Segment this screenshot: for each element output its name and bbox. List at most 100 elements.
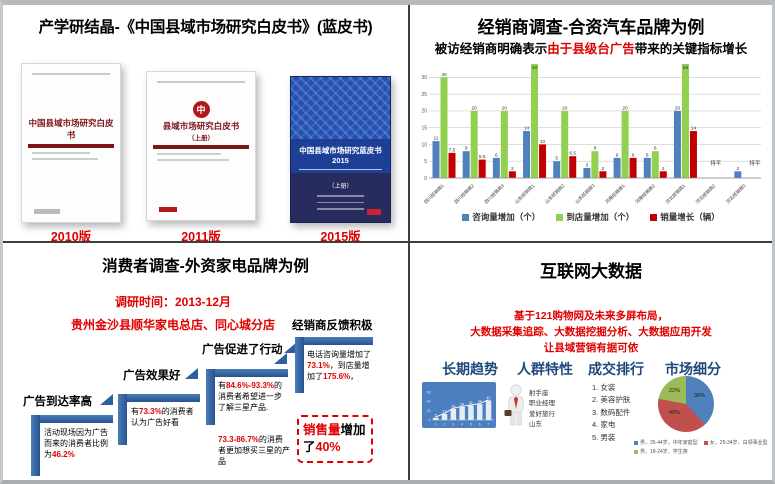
svg-text:0: 0 xyxy=(429,418,431,422)
book-cover-2011: 中 县域市场研究白皮书 （上册） xyxy=(146,71,256,221)
book-decoration xyxy=(153,145,249,149)
book-subtitle: （上册） xyxy=(188,135,214,142)
svg-text:14: 14 xyxy=(524,126,530,132)
svg-text:11: 11 xyxy=(434,136,439,142)
svg-text:河北经销商2: 河北经销商2 xyxy=(694,182,717,205)
step-header: 广告到达率高 xyxy=(23,396,92,408)
page-title: 消费者调查-外资家电品牌为例 xyxy=(102,258,309,275)
chart-subtitle: 被访经销商明确表示由于县级台广告带来的关键指标增长 xyxy=(434,42,748,56)
svg-text:2: 2 xyxy=(511,166,514,172)
pie-slice-label: 40% xyxy=(669,410,681,416)
slide-dealer-survey: 经销商调查-合资汽车品牌为例 被访经销商明确表示由于县级台广告带来的关键指标增长… xyxy=(410,5,772,241)
edition-label-2011: 2011版 xyxy=(181,230,221,241)
book-pattern xyxy=(291,77,390,139)
sales-ranking-list: 1. 女装 2. 美容护肤 3. 数码配件 4. 家电 5. 男装 xyxy=(592,382,630,444)
svg-text:0: 0 xyxy=(424,176,427,182)
step-bar xyxy=(118,394,200,402)
book-decoration xyxy=(28,144,114,148)
svg-text:6: 6 xyxy=(616,152,619,158)
ascend-triangle-icon xyxy=(100,394,113,405)
svg-text:4: 4 xyxy=(461,423,463,427)
book-decoration xyxy=(157,153,221,155)
svg-text:7: 7 xyxy=(488,423,490,427)
svg-text:56: 56 xyxy=(683,65,689,71)
book-title: 中国县域市场研究白皮书 xyxy=(28,118,114,140)
step-bar xyxy=(295,337,373,345)
step-body: 电话咨询量增加了73.1%，到店量增加了175.6%， xyxy=(307,350,371,382)
intro-line: 大数据采集追踪、大数据挖掘分析、大数据应用开发 xyxy=(470,325,712,338)
svg-text:31: 31 xyxy=(469,401,473,405)
list-item: 5. 男装 xyxy=(592,432,616,442)
edition-label-2010: 2010版 xyxy=(50,230,92,241)
publisher-seal-icon: 中 xyxy=(192,101,210,118)
step-bar xyxy=(31,415,40,476)
column-header-segments: 市场细分 xyxy=(665,361,721,377)
svg-text:30: 30 xyxy=(441,72,447,78)
svg-text:20: 20 xyxy=(562,105,568,111)
dealer-bar-chart: 05101520253011307.5四川经销商18205.5四川经销商2620… xyxy=(421,64,761,205)
svg-text:20: 20 xyxy=(421,109,427,115)
svg-text:河北经销商1: 河北经销商1 xyxy=(664,182,687,205)
list-item: 职业经理 xyxy=(529,400,555,408)
svg-text:20: 20 xyxy=(472,105,478,111)
step-header: 广告促进了行动 xyxy=(202,344,283,356)
trend-mini-chart: 0 20 40 60 5 1 13 2 24 3 28 4 31 5 34 6 42 7 xyxy=(422,382,496,428)
step-body: 有73.3%的消费者认为广告好看 xyxy=(131,407,194,428)
book-decoration xyxy=(317,201,364,203)
chart-legend: 咨询量增加（个） 到店量增加（个） 销量增长（辆） xyxy=(410,211,772,223)
svg-text:5: 5 xyxy=(555,156,558,162)
svg-text:20: 20 xyxy=(622,105,628,111)
svg-text:60: 60 xyxy=(427,390,431,394)
svg-text:28: 28 xyxy=(460,403,464,407)
step-bar xyxy=(118,394,127,445)
legend-item: 女，25-34岁，白领事业型 xyxy=(703,439,768,446)
svg-text:6.5: 6.5 xyxy=(569,151,576,157)
list-item: 2. 美容护肤 xyxy=(592,395,631,405)
svg-text:持平: 持平 xyxy=(749,159,761,167)
svg-text:2: 2 xyxy=(736,166,739,172)
bigdata-intro: 基于121购物网及未来多屏布局， 大数据采集追踪、大数据挖掘分析、大数据应用开发… xyxy=(410,309,772,356)
svg-text:8: 8 xyxy=(465,146,468,152)
svg-text:10: 10 xyxy=(421,142,427,148)
svg-text:5: 5 xyxy=(470,423,472,427)
book-decoration xyxy=(157,159,229,161)
svg-text:13: 13 xyxy=(443,410,447,414)
step-body-extra: 73.3-86.7%的消费者更加想买三星的产品 xyxy=(218,435,290,467)
ascend-triangle-icon xyxy=(284,342,297,353)
list-item: 4. 家电 xyxy=(592,420,616,430)
svg-text:20: 20 xyxy=(675,105,681,111)
pie-slice-label: 38% xyxy=(694,393,706,399)
survey-site: 贵州金沙县顺华家电总店、同心城分店 xyxy=(70,318,275,332)
grid-divider-horizontal xyxy=(3,241,772,243)
person-icon xyxy=(504,384,524,426)
book-cover-2010: 中国县域市场研究白皮书 xyxy=(21,63,121,223)
book-decoration xyxy=(32,152,90,154)
book-decoration xyxy=(32,158,98,160)
svg-text:5: 5 xyxy=(435,413,437,417)
column-header-ranking: 成交排行 xyxy=(588,361,644,377)
legend-item: 到店量增加（个） xyxy=(556,211,634,223)
page-title: 经销商调查-合资汽车品牌为例 xyxy=(477,18,705,37)
svg-text:四川经销商1: 四川经销商1 xyxy=(423,182,446,205)
legend-item: 男，18-24岁，学生族 xyxy=(634,448,688,455)
column-header-trend: 长期趋势 xyxy=(442,361,498,377)
svg-text:5: 5 xyxy=(424,159,427,165)
slide-consumer-survey: 消费者调查-外资家电品牌为例 调研时间：2013-12月 贵州金沙县顺华家电总店… xyxy=(3,243,408,480)
svg-text:20: 20 xyxy=(502,105,508,111)
book-title: 中国县域市场研究蓝皮书2015 xyxy=(291,139,390,167)
publisher-logo xyxy=(34,209,60,214)
svg-text:8: 8 xyxy=(594,146,597,152)
book-subtitle: （上册） xyxy=(328,184,353,190)
step-body: 活动现场因为广告而来的消费者比例为46.2% xyxy=(44,428,108,460)
book-decoration xyxy=(317,208,364,210)
intro-line: 基于121购物网及未来多屏布局， xyxy=(513,310,669,322)
svg-text:6: 6 xyxy=(495,152,498,158)
sales-result-box: 销售量增加了40% xyxy=(297,415,373,463)
svg-text:40: 40 xyxy=(532,65,538,71)
book-decoration xyxy=(32,73,110,75)
svg-text:2: 2 xyxy=(444,423,446,427)
ascend-triangle-icon xyxy=(274,353,287,364)
svg-text:6: 6 xyxy=(632,152,635,158)
svg-text:8: 8 xyxy=(654,146,657,152)
legend-item: 咨询量增加（个） xyxy=(462,211,540,223)
